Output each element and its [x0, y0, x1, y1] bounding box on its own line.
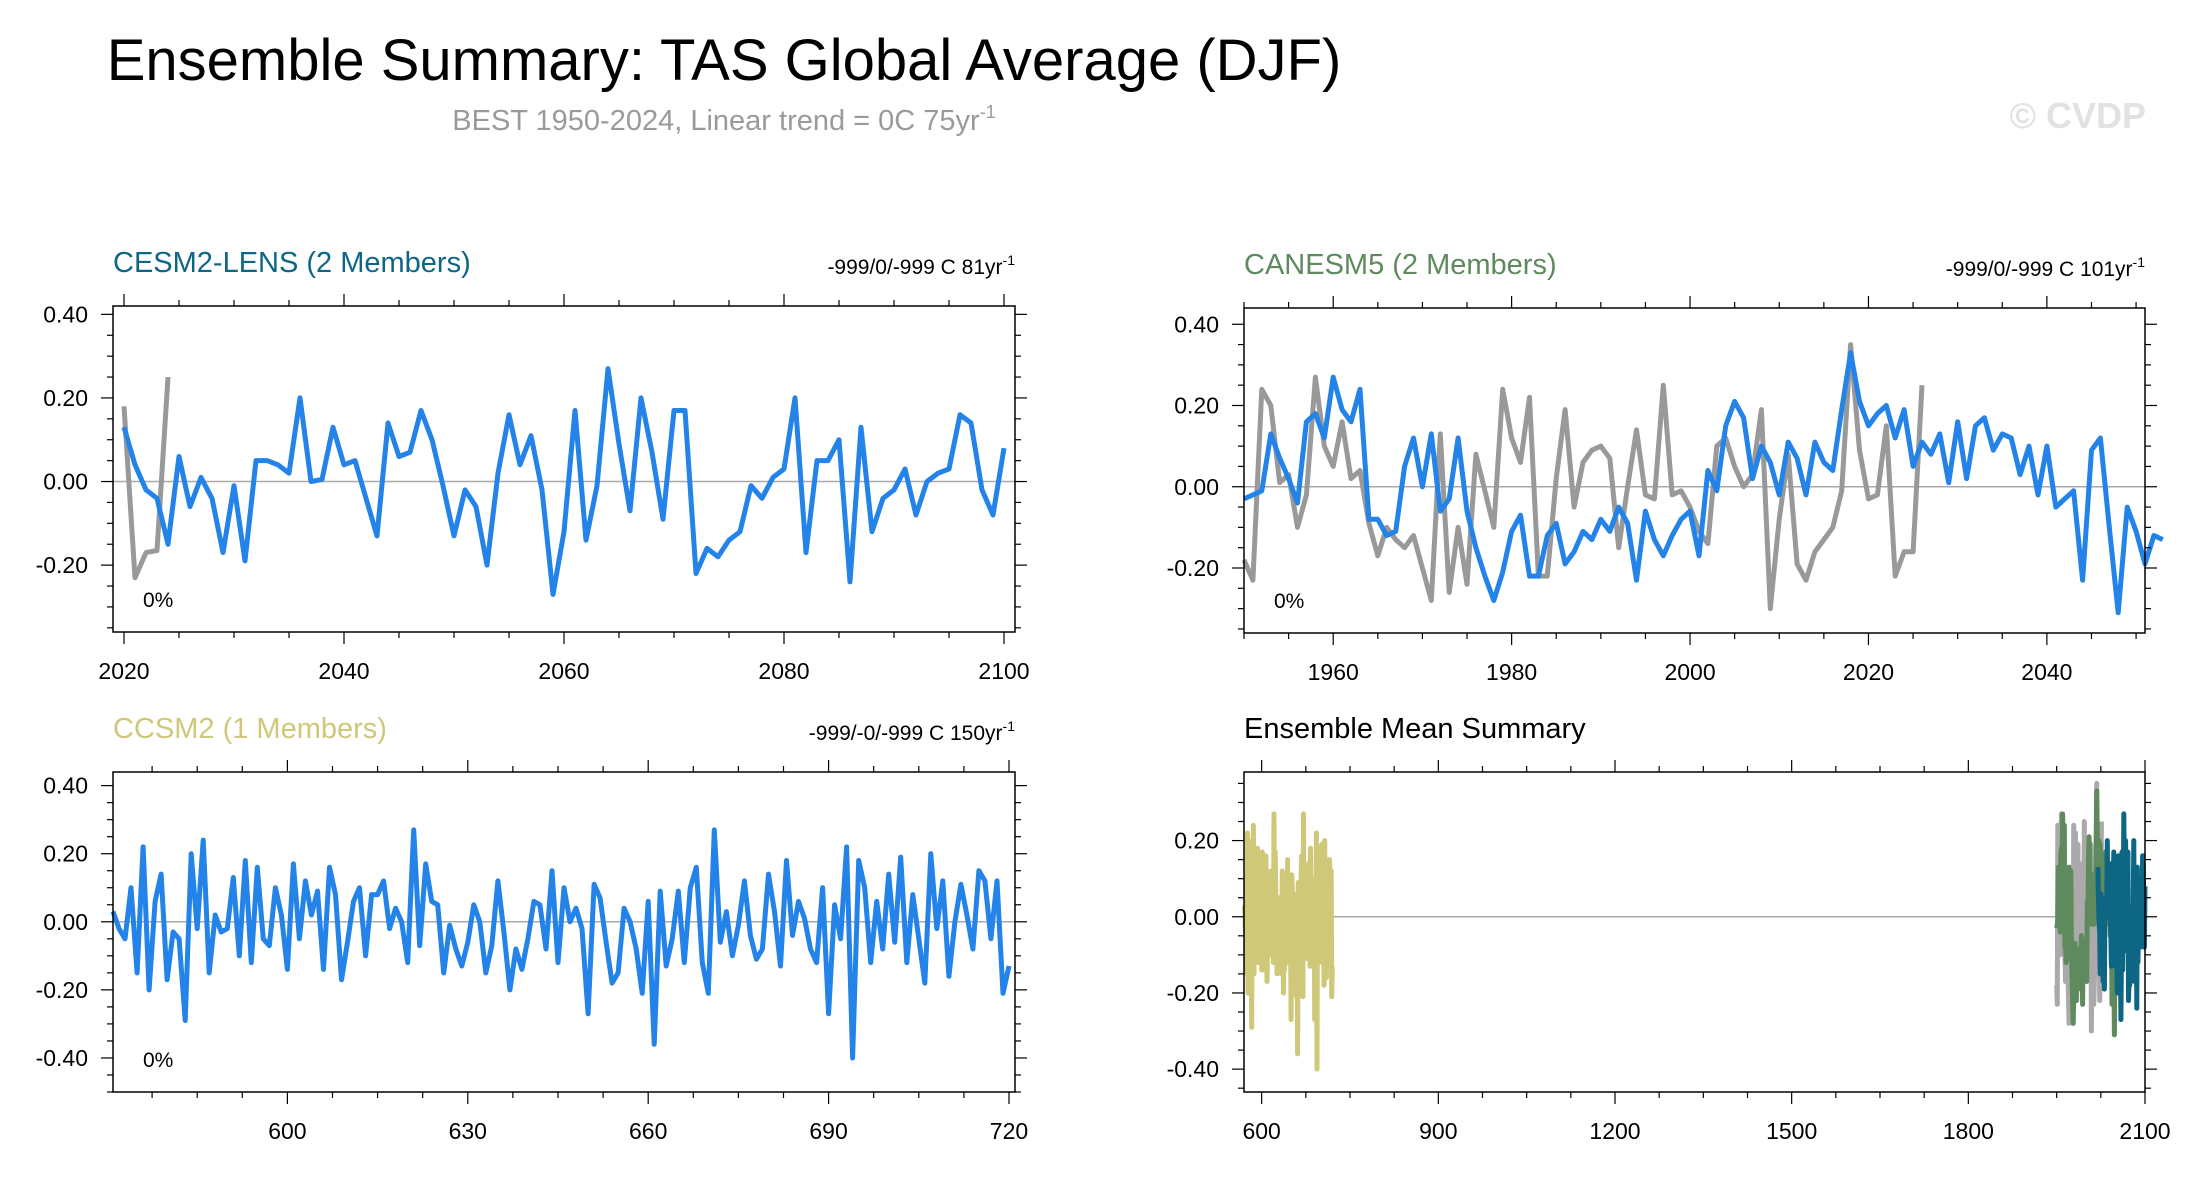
x-tick-label: 1960 — [1308, 659, 1359, 685]
y-tick-label: 0.20 — [1174, 393, 1219, 419]
y-tick-label: -0.20 — [1167, 555, 1219, 581]
panel-ccsm2: CCSM2 (1 Members) -999/-0/-999 C 150yr-1 0… — [36, 713, 1029, 1144]
y-tick-label: 0.00 — [43, 909, 88, 935]
obs-series-line — [121, 376, 171, 581]
x-tick-label: 2020 — [1843, 659, 1894, 685]
panel-ensemble-mean-summary: Ensemble Mean Summary 0.20 0.00 -0.20 -0.40 6… — [1167, 713, 2171, 1144]
panel-title: CCSM2 (1 Members) — [113, 713, 387, 745]
panel-title: Ensemble Mean Summary — [1244, 713, 1586, 745]
y-tick-label: 0.40 — [43, 773, 88, 799]
cvdp-watermark: © CVDP — [2009, 95, 2146, 136]
plot-frame — [112, 305, 1016, 633]
plot-frame — [1243, 771, 2146, 1093]
panel-cesm2-lens: CESM2-LENS (2 Members) -999/0/-999 C 81yr… — [36, 247, 1030, 684]
y-tick-label: 0.20 — [1174, 828, 1219, 854]
plot-frame — [112, 771, 1016, 1093]
percent-annotation: 0% — [1274, 590, 1304, 613]
panel-trend-text: -999/0/-999 C 81yr-1 — [827, 252, 1015, 279]
trend-superscript: -1 — [1003, 252, 1016, 268]
x-tick-label: 2060 — [538, 658, 589, 684]
y-tick-label: -0.20 — [36, 552, 88, 578]
y-tick-label: -0.20 — [1167, 980, 1219, 1006]
trend-text: -999/-0/-999 C 150yr — [809, 722, 1003, 745]
y-tick-label: 0.00 — [1174, 904, 1219, 930]
x-tick-label: 720 — [990, 1118, 1028, 1144]
x-tick-label: 600 — [1242, 1118, 1280, 1144]
trend-superscript: -1 — [1003, 718, 1016, 734]
x-tick-label: 1500 — [1766, 1118, 1817, 1144]
panel-title: CESM2-LENS (2 Members) — [113, 247, 471, 279]
subtitle: BEST 1950-2024, Linear trend = 0C 75yr-1 — [452, 102, 995, 137]
panel-canesm5: CANESM5 (2 Members) -999/0/-999 C 101yr-1… — [1167, 249, 2164, 685]
panel-trend-text: -999/-0/-999 C 150yr-1 — [809, 718, 1015, 745]
trend-superscript: -1 — [2133, 254, 2146, 270]
ensemble-series-line — [2095, 811, 2148, 1023]
y-tick-label: -0.20 — [36, 977, 88, 1003]
trend-text: -999/0/-999 C 81yr — [827, 256, 1002, 279]
x-tick-label: 2040 — [318, 658, 369, 684]
y-tick-label: 0.00 — [1174, 474, 1219, 500]
x-tick-label: 2080 — [758, 658, 809, 684]
panel-title: CANESM5 (2 Members) — [1244, 249, 1557, 281]
y-tick-label: -0.40 — [36, 1045, 88, 1071]
plot-frame — [1243, 307, 2146, 634]
y-tick-label: 0.20 — [43, 841, 88, 867]
trend-text: -999/0/-999 C 101yr — [1946, 258, 2133, 281]
x-tick-label: 2000 — [1664, 659, 1715, 685]
main-title: Ensemble Summary: TAS Global Average (DJ… — [107, 28, 1342, 93]
x-tick-label: 1980 — [1486, 659, 1537, 685]
x-tick-label: 1200 — [1589, 1118, 1640, 1144]
x-tick-label: 900 — [1419, 1118, 1457, 1144]
y-tick-label: 0.20 — [43, 385, 88, 411]
x-tick-label: 2100 — [978, 658, 1029, 684]
model-series-line — [110, 827, 1012, 1061]
y-tick-label: 0.40 — [1174, 311, 1219, 337]
model-series-line — [121, 366, 1007, 597]
panel-trend-text: -999/0/-999 C 101yr-1 — [1946, 254, 2145, 281]
model-series-line — [1242, 350, 2164, 616]
x-tick-label: 630 — [449, 1118, 487, 1144]
y-tick-label: 0.40 — [43, 301, 88, 327]
x-tick-label: 2100 — [2119, 1118, 2170, 1144]
percent-annotation: 0% — [143, 1049, 173, 1072]
x-tick-label: 2040 — [2021, 659, 2072, 685]
y-tick-label: 0.00 — [43, 469, 88, 495]
subtitle-text: BEST 1950-2024, Linear trend = 0C 75yr — [452, 105, 980, 137]
ensemble-series-line — [1242, 811, 1335, 1072]
x-tick-label: 660 — [629, 1118, 667, 1144]
x-tick-label: 2020 — [98, 658, 149, 684]
x-tick-label: 690 — [809, 1118, 847, 1144]
x-tick-label: 1800 — [1943, 1118, 1994, 1144]
subtitle-superscript: -1 — [980, 102, 996, 122]
percent-annotation: 0% — [143, 589, 173, 612]
x-tick-label: 600 — [268, 1118, 306, 1144]
obs-series-line — [1241, 342, 1925, 612]
y-tick-label: -0.40 — [1167, 1056, 1219, 1082]
